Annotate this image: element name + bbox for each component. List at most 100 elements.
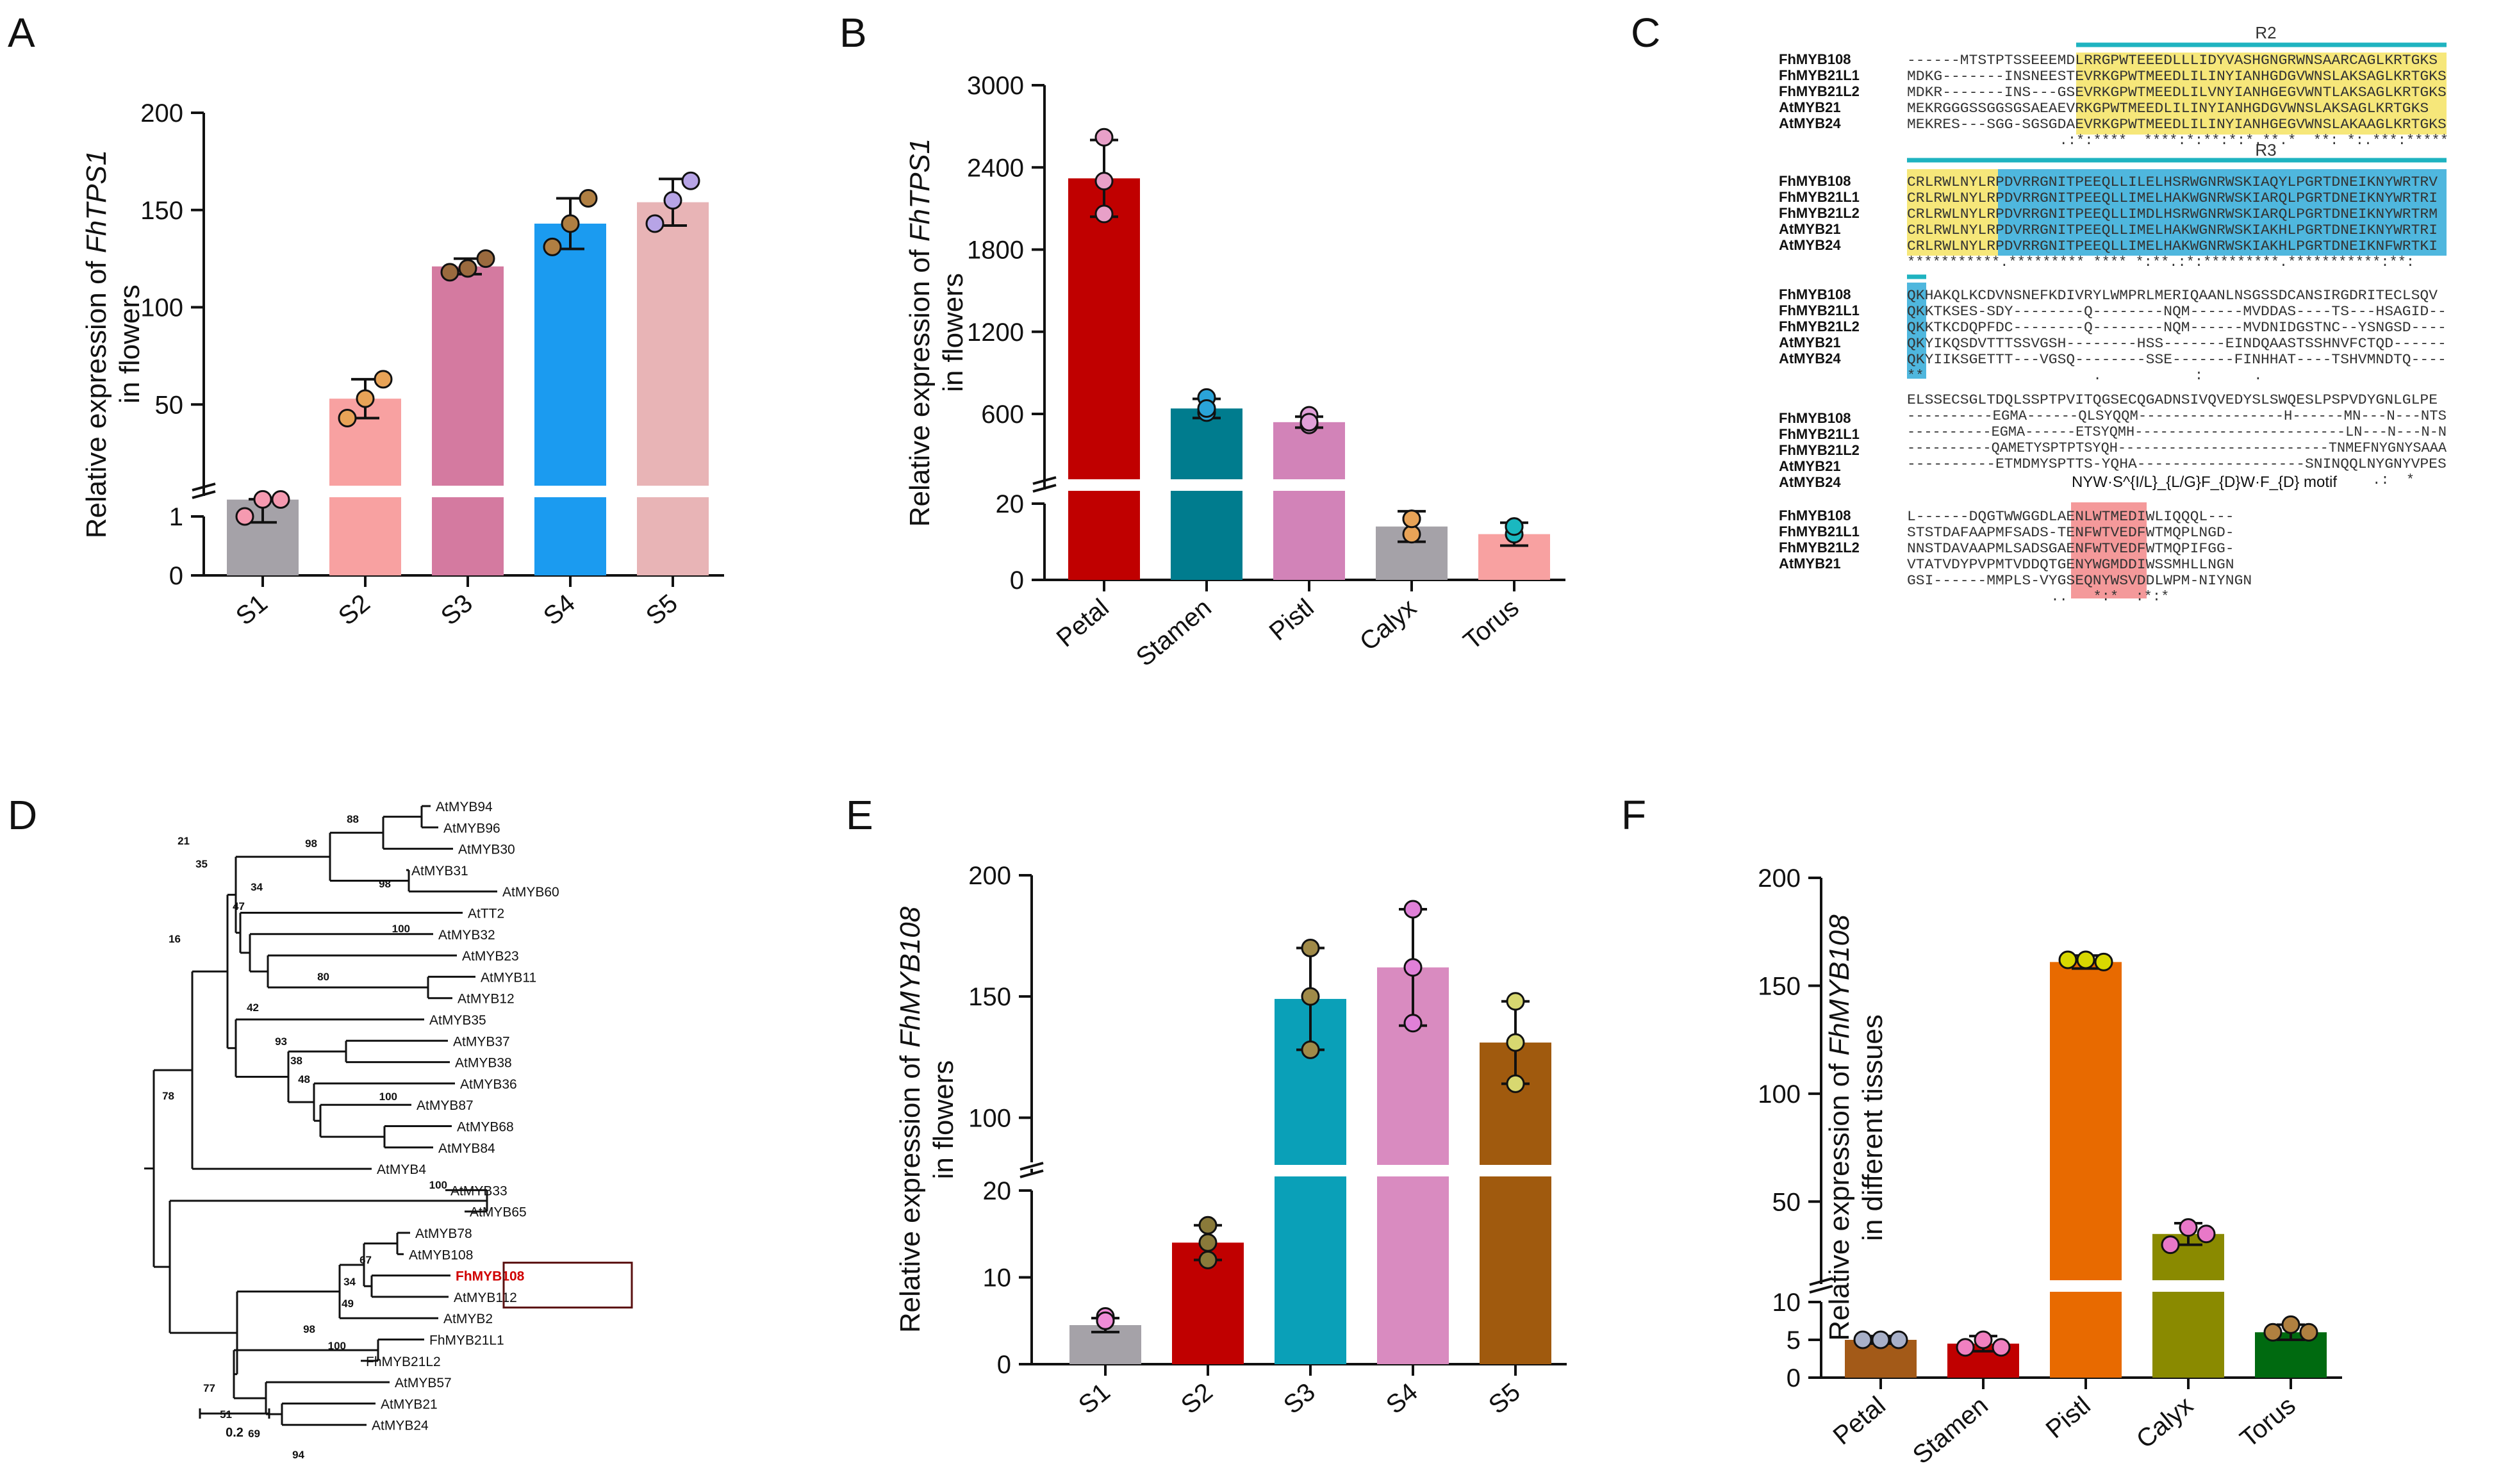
sequence-row: MDKG-------INSNEESTEVRKGPWTMEEDLILINYIAN… — [1907, 69, 2447, 85]
leaf-label: AtMYB31 — [411, 864, 468, 878]
axis-break-mark — [192, 490, 216, 499]
data-point — [476, 249, 495, 268]
x-tick-label: S4 — [1381, 1378, 1423, 1419]
y-tick-label: 600 — [981, 400, 1024, 429]
bar-petal — [1068, 178, 1140, 580]
y-tick-label: 200 — [1758, 864, 1801, 893]
sequence-row: ELSSECSGLTDQLSSPTPVITQGSECQGADNSIVQVEDYS… — [1907, 392, 2438, 408]
data-point — [458, 259, 477, 278]
y-axis-label-line2: in different tissues — [1857, 1014, 1888, 1241]
r3-end-highlight — [1907, 283, 1926, 379]
data-point — [1198, 1216, 1217, 1235]
axis-break-mark — [1032, 476, 1057, 485]
y-tick-label: 50 — [155, 391, 184, 419]
y-tick-label: 0 — [997, 1351, 1011, 1379]
y-axis-label: Relative expression of FhTPS1 — [81, 150, 112, 539]
sequence-row: MEKRGGGSSGGSGSAEAEVRKGPWTMEEDLILINYIANHG… — [1907, 101, 2429, 117]
scale-label: 0.2 — [226, 1426, 243, 1440]
data-point — [2197, 1224, 2216, 1244]
bootstrap-value: 98 — [379, 878, 391, 890]
sequence-name: AtMYB21 — [1779, 99, 1841, 115]
consensus-row: .. *:* :*:* — [1907, 589, 2220, 605]
data-point — [1402, 509, 1421, 529]
leaf-label: AtMYB2 — [443, 1312, 493, 1326]
axis-break-mark — [192, 482, 216, 491]
panel-label-d: D — [8, 792, 38, 838]
data-point — [561, 214, 580, 233]
data-point — [1094, 128, 1114, 147]
data-point — [1094, 172, 1114, 191]
sequence-name: FhMYB108 — [1779, 410, 1851, 426]
x-tick-label: S4 — [538, 589, 581, 631]
y-tick-label: 0 — [1010, 566, 1024, 595]
x-tick-label: Calyx — [1355, 593, 1422, 656]
sequence-name: FhMYB21L1 — [1779, 426, 1860, 442]
data-point — [2179, 1218, 2198, 1237]
panel-label-a: A — [8, 10, 35, 56]
data-point — [1505, 517, 1524, 536]
y-tick-label: 10 — [1772, 1289, 1801, 1317]
leaf-label: AtMYB60 — [502, 885, 559, 900]
bootstrap-value: 100 — [392, 923, 410, 935]
sequence-row: ----------ETMDMYSPTTS-YQHA--------------… — [1907, 456, 2447, 472]
bar-break-gap — [1067, 479, 1141, 491]
bar-break-gap — [1273, 1165, 1348, 1176]
leaf-label: AtMYB30 — [458, 843, 515, 857]
data-point — [1853, 1330, 1872, 1349]
data-point — [1096, 1311, 1115, 1330]
bar-break-gap — [1169, 479, 1244, 491]
y-tick-label: 5 — [1787, 1326, 1801, 1355]
sequence-name: FhMYB21L2 — [1779, 540, 1860, 556]
bootstrap-value: 100 — [328, 1340, 346, 1352]
y-axis-label: Relative expression of FhMYB108 — [895, 906, 926, 1333]
x-tick-label: Stamen — [1131, 593, 1217, 672]
data-point — [1506, 992, 1525, 1011]
sequence-row: ----------QAMETYSPTPTSYQH---------------… — [1907, 440, 2447, 456]
sequence-row: QKYIIKSGETTT---VGSQ--------SSE-------FIN… — [1907, 352, 2447, 368]
bootstrap-value: 100 — [379, 1091, 397, 1103]
data-point — [1974, 1330, 1993, 1349]
bootstrap-value: 98 — [305, 837, 317, 850]
axis-break-mark — [1019, 1169, 1044, 1178]
bootstrap-value: 67 — [359, 1254, 372, 1266]
data-point — [1197, 399, 1216, 418]
data-point — [1956, 1338, 1975, 1357]
sequence-row: MEKRES---SGG-SGSGDAEVRKGPWTMEEDLILINYIAN… — [1907, 117, 2447, 133]
motif-highlight — [2071, 502, 2147, 598]
bootstrap-value: 47 — [233, 900, 245, 912]
data-point — [440, 263, 459, 282]
r2-highlight — [2076, 53, 2447, 135]
bar-break-gap — [1478, 1165, 1553, 1176]
data-point — [1301, 1040, 1320, 1059]
panel-label-e: E — [846, 792, 873, 838]
data-point — [1198, 1250, 1217, 1269]
leaf-label: FhMYB21L1 — [429, 1333, 504, 1348]
sequence-name: AtMYB21 — [1779, 556, 1841, 572]
bootstrap-value: 38 — [290, 1055, 302, 1067]
leaf-label: AtMYB87 — [417, 1098, 474, 1113]
bar-pistl — [2050, 962, 2122, 1378]
leaf-label: AtMYB36 — [460, 1077, 517, 1092]
y-axis-label-line2: in flowers — [114, 284, 145, 404]
x-tick-label: S2 — [333, 589, 376, 631]
data-point — [543, 237, 562, 256]
data-point — [253, 490, 272, 509]
x-tick-label: S1 — [231, 589, 273, 631]
data-point — [2281, 1315, 2300, 1334]
x-tick-label: Stamen — [1908, 1391, 1993, 1469]
sequence-name: AtMYB21 — [1779, 334, 1841, 350]
r2-continuation-highlight — [1907, 169, 1998, 256]
data-point — [1403, 900, 1423, 919]
bootstrap-value: 34 — [343, 1276, 356, 1288]
sequence-name: FhMYB21L1 — [1779, 302, 1860, 318]
sequence-row: GSI------MMPLS-VYGSEQNYWSVDDLWPM-NIYNGN — [1907, 573, 2252, 589]
bootstrap-value: 48 — [298, 1073, 310, 1085]
sequence-row: MDKR-------INS---GSEVRKGPWTMEEDLILVNYIAN… — [1907, 85, 2447, 101]
bootstrap-value: 21 — [177, 835, 190, 847]
sequence-row: QKYIKQSDVTTTSSVGSH--------HSS-------EIND… — [1907, 336, 2447, 352]
bar-calyx — [2152, 1233, 2224, 1378]
sequence-name: AtMYB24 — [1779, 350, 1841, 367]
y-axis-label-line2: in flowers — [928, 1060, 959, 1180]
leaf-label: AtMYB84 — [438, 1141, 495, 1156]
leaf-label: AtMYB21 — [381, 1397, 438, 1412]
